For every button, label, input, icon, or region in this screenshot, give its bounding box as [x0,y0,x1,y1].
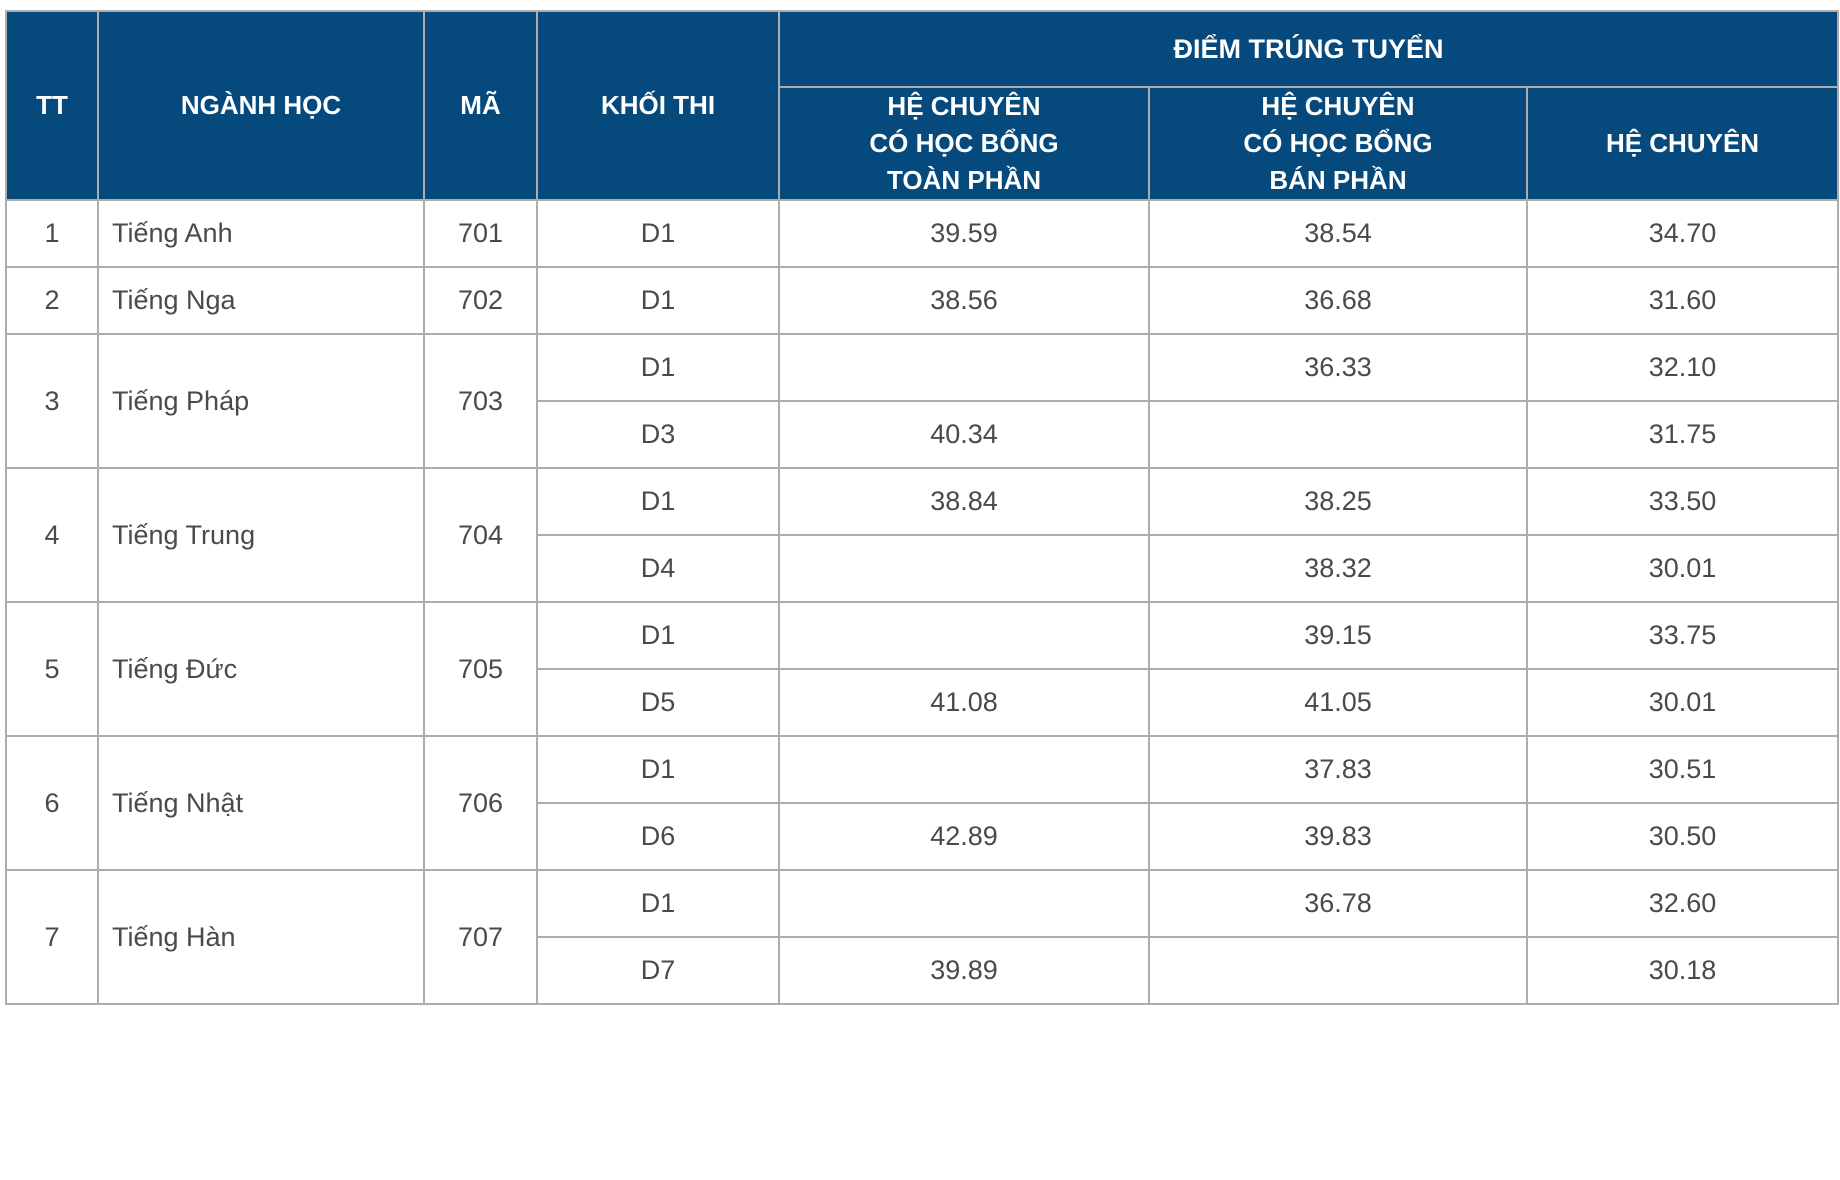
score-half-cell: 36.33 [1148,333,1528,402]
col-header-exam-block: KHỐI THI [536,10,780,201]
col-header-half-scholarship: HỆ CHUYÊN CÓ HỌC BỔNG BÁN PHẦN [1148,86,1528,201]
score-full-cell [778,534,1150,603]
table-row: D7 39.89 30.18 [6,936,1840,1005]
score-half-cell [1148,400,1528,469]
score-full-cell [778,869,1150,938]
score-half-cell: 41.05 [1148,668,1528,737]
major-cell: Tiếng Anh [97,199,425,268]
score-half-cell: 38.25 [1148,467,1528,536]
major-cell: Tiếng Đức [97,601,425,737]
code-cell: 702 [423,266,538,335]
block-cell: D7 [536,936,780,1005]
admission-score-table: TT NGÀNH HỌC MÃ KHỐI THI ĐIỂM TRÚNG TUYỂ… [5,10,1840,1005]
table-body: 1 Tiếng Anh 701 D1 39.59 38.54 34.70 2 Tiếng Nga… [5,199,1840,1005]
score-regular-cell: 32.60 [1525,869,1840,938]
score-half-cell: 38.32 [1148,534,1528,603]
score-half-cell: 36.78 [1148,869,1528,938]
score-half-cell: 39.83 [1148,802,1528,871]
score-regular-cell: 31.60 [1525,266,1840,335]
block-cell: D3 [536,400,780,469]
score-half-cell [1148,936,1528,1005]
col-header-major: NGÀNH HỌC [97,10,425,201]
score-full-cell: 41.08 [778,668,1150,737]
col-header-code: MÃ [423,10,538,201]
block-cell: D4 [536,534,780,603]
table-row: D4 38.32 30.01 [6,534,1840,603]
table-row: D3 40.34 31.75 [6,400,1840,469]
score-regular-cell: 30.01 [1525,668,1840,737]
col-header-regular: HỆ CHUYÊN [1525,86,1840,201]
tt-cell: 2 [5,266,99,335]
score-full-cell [778,333,1150,402]
score-full-cell: 42.89 [778,802,1150,871]
table-row: D6 42.89 39.83 30.50 [6,802,1840,871]
score-full-cell: 38.84 [778,467,1150,536]
header-group-row: TT NGÀNH HỌC MÃ KHỐI THI ĐIỂM TRÚNG TUYỂ… [5,10,1840,201]
score-half-cell: 36.68 [1148,266,1528,335]
block-cell: D1 [536,199,780,268]
code-cell: 704 [423,467,538,603]
tt-cell: 7 [5,869,99,1005]
table-row: 5 Tiếng Đức 705 D1 39.15 33.75 [5,601,1840,737]
score-regular-cell: 32.10 [1525,333,1840,402]
block-cell: D6 [536,802,780,871]
score-regular-cell: 33.75 [1525,601,1840,670]
col-header-tt: TT [5,10,99,201]
block-cell: D1 [536,333,780,402]
col-header-admission-score: ĐIỂM TRÚNG TUYỂN [777,10,1840,88]
score-regular-cell: 30.51 [1525,735,1840,804]
code-cell: 703 [423,333,538,469]
block-cell: D5 [536,668,780,737]
score-full-cell [778,601,1150,670]
score-regular-cell: 33.50 [1525,467,1840,536]
major-cell: Tiếng Nhật [97,735,425,871]
score-half-cell: 37.83 [1148,735,1528,804]
major-cell: Tiếng Pháp [97,333,425,469]
code-cell: 705 [423,601,538,737]
score-full-cell: 40.34 [778,400,1150,469]
block-cell: D1 [536,869,780,938]
table-header: TT NGÀNH HỌC MÃ KHỐI THI ĐIỂM TRÚNG TUYỂ… [5,10,1840,201]
score-regular-cell: 31.75 [1525,400,1840,469]
score-full-cell: 39.89 [778,936,1150,1005]
table-row: 4 Tiếng Trung 704 D1 38.84 38.25 33.50 [5,467,1840,603]
score-full-cell: 39.59 [778,199,1150,268]
block-cell: D1 [536,601,780,670]
score-half-cell: 39.15 [1148,601,1528,670]
block-cell: D1 [536,735,780,804]
table-row: 2 Tiếng Nga 702 D1 38.56 36.68 31.60 [5,266,1840,335]
major-cell: Tiếng Nga [97,266,425,335]
tt-cell: 5 [5,601,99,737]
tt-cell: 1 [5,199,99,268]
score-regular-cell: 30.18 [1525,936,1840,1005]
score-full-cell [778,735,1150,804]
score-full-cell: 38.56 [778,266,1150,335]
table-row: 3 Tiếng Pháp 703 D1 36.33 32.10 [5,333,1840,469]
tt-cell: 3 [5,333,99,469]
score-regular-cell: 34.70 [1525,199,1840,268]
table-row: 6 Tiếng Nhật 706 D1 37.83 30.51 [5,735,1840,871]
major-cell: Tiếng Hàn [97,869,425,1005]
block-cell: D1 [536,467,780,536]
major-cell: Tiếng Trung [97,467,425,603]
score-half-cell: 38.54 [1148,199,1528,268]
header-sub-row: HỆ CHUYÊN CÓ HỌC BỔNG TOÀN PHẦN HỆ CHUYÊ… [6,86,1840,201]
code-cell: 707 [423,869,538,1005]
tt-cell: 6 [5,735,99,871]
table-row: D5 41.08 41.05 30.01 [6,668,1840,737]
block-cell: D1 [536,266,780,335]
table-row: 7 Tiếng Hàn 707 D1 36.78 32.60 [5,869,1840,1005]
code-cell: 706 [423,735,538,871]
score-regular-cell: 30.50 [1525,802,1840,871]
col-header-full-scholarship: HỆ CHUYÊN CÓ HỌC BỔNG TOÀN PHẦN [778,86,1150,201]
table-row: 1 Tiếng Anh 701 D1 39.59 38.54 34.70 [5,199,1840,268]
score-regular-cell: 30.01 [1525,534,1840,603]
code-cell: 701 [423,199,538,268]
tt-cell: 4 [5,467,99,603]
